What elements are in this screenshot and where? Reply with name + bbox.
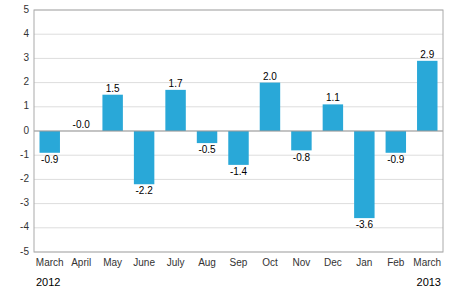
y-tick-label: 0 (23, 125, 29, 136)
y-tick-label: -5 (20, 246, 29, 257)
bar (291, 131, 311, 150)
data-label: -0.8 (293, 152, 311, 163)
bar (165, 90, 185, 131)
bar (417, 61, 437, 131)
data-label: -2.2 (135, 185, 153, 196)
grid-line (34, 106, 443, 107)
x-tick-label: Feb (387, 257, 405, 268)
grid (34, 10, 443, 252)
y-tick-label: -2 (20, 173, 29, 184)
y-tick-label: 3 (23, 52, 29, 63)
data-label: -3.6 (356, 219, 374, 230)
grid-line (34, 179, 443, 180)
bar (40, 131, 60, 153)
data-label: 1.5 (106, 83, 120, 94)
x-tick-label: Oct (262, 257, 278, 268)
chart-container: -5 -4 -3 -2 -1 0 1 2 3 4 5 -0.9 -0.0 1.5 -2.2 1.7 -0.5 -1… (0, 0, 453, 302)
zero-line (34, 131, 443, 132)
data-label: -0.5 (198, 144, 216, 155)
y-tick-label: -3 (20, 197, 29, 208)
bar (102, 95, 122, 131)
annotation: 2013 (417, 276, 441, 288)
bar (354, 131, 374, 218)
y-tick-label: -4 (20, 221, 29, 232)
x-tick-label: June (133, 257, 155, 268)
data-label: 2.0 (263, 71, 277, 82)
x-tick-label: April (71, 257, 91, 268)
grid-line (34, 34, 443, 35)
plot-frame (34, 10, 443, 252)
x-tick-label: March (36, 257, 64, 268)
grid-line (34, 227, 443, 228)
grid-line (34, 58, 443, 59)
x-tick-label: Jan (356, 257, 372, 268)
bar (386, 131, 406, 153)
grid-line (34, 131, 443, 132)
x-tick-label: Sep (230, 257, 248, 268)
x-tick-label: March (413, 257, 441, 268)
annotation: 2012 (36, 276, 60, 288)
data-label: -0.9 (387, 154, 405, 165)
data-label: 1.7 (169, 78, 183, 89)
data-label: 1.1 (326, 92, 340, 103)
grid-line (34, 203, 443, 204)
x-tick-label: May (103, 257, 122, 268)
bar (323, 104, 343, 131)
y-tick-label: 2 (23, 76, 29, 87)
y-tick-label: 5 (23, 4, 29, 15)
data-label: -0.9 (41, 154, 59, 165)
data-label: 2.9 (420, 49, 434, 60)
x-tick-label: Aug (198, 257, 216, 268)
grid-line (34, 82, 443, 83)
bar (260, 83, 280, 131)
data-label: -0.0 (73, 119, 91, 130)
data-label: -1.4 (230, 166, 248, 177)
x-tick-label: Dec (324, 257, 342, 268)
bar (197, 131, 217, 143)
x-tick-label: July (167, 257, 185, 268)
y-tick-label: -1 (20, 149, 29, 160)
bars (40, 61, 438, 218)
y-tick-label: 4 (23, 28, 29, 39)
y-tick-label: 1 (23, 100, 29, 111)
chart: -5 -4 -3 -2 -1 0 1 2 3 4 5 -0.9 -0.0 1.5 -2.2 1.7 -0.5 -1… (0, 0, 453, 302)
bar (228, 131, 248, 165)
x-tick-label: Nov (293, 257, 311, 268)
bar (134, 131, 154, 184)
